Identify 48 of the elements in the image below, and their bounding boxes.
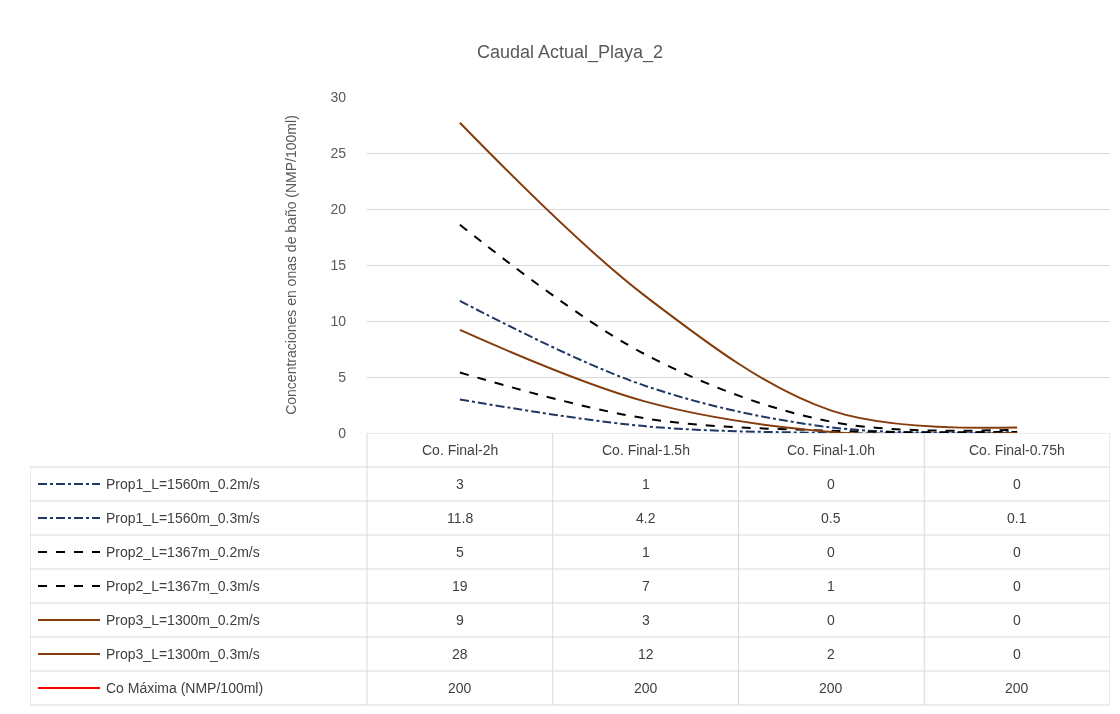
data-label: 0.5 <box>821 510 841 526</box>
text: 200 <box>634 680 658 696</box>
data-label: 12 <box>638 646 654 662</box>
data-label: 0 <box>1013 646 1021 662</box>
data-label: 5 <box>456 544 464 560</box>
legend-label: Co Máxima (NMP/100ml) <box>106 680 264 696</box>
y-tick-label: 5 <box>338 368 347 385</box>
data-label: 11.8 <box>447 510 474 526</box>
data-label: 9 <box>456 612 464 628</box>
data-label: 0 <box>1013 476 1021 492</box>
y-tick-label: 25 <box>330 144 347 161</box>
legend-label: Prop2_L=1367m_0.3m/s <box>106 578 260 594</box>
data-label: 0 <box>1013 578 1021 594</box>
y-tick-label: 30 <box>330 88 347 105</box>
text: 200 <box>448 680 472 696</box>
y-tick-label: 0 <box>338 424 347 441</box>
legend-label: Prop3_L=1300m_0.3m/s <box>106 646 260 662</box>
x-tick-label: Co. Final-2h <box>422 442 499 458</box>
legend-label: Prop3_L=1300m_0.2m/s <box>106 612 260 628</box>
data-label: 0 <box>827 476 835 492</box>
legend-label: Prop1_L=1560m_0.2m/s <box>106 476 260 492</box>
data-label: 3 <box>456 476 464 492</box>
x-tick-label: Co. Final-0.75h <box>969 442 1065 458</box>
y-axis-title: Concentraciones en onas de baño (NMP/100ml) <box>283 115 300 415</box>
data-label: 0 <box>827 612 835 628</box>
y-tick-label: 10 <box>330 312 347 329</box>
y-tick-label: 20 <box>330 200 347 217</box>
data-label: 0 <box>827 544 835 560</box>
text: 200 <box>819 680 843 696</box>
data-label: 1 <box>642 476 650 492</box>
data-label: 0 <box>1013 612 1021 628</box>
legend-label: Prop2_L=1367m_0.2m/s <box>106 544 260 560</box>
data-label: 0.1 <box>1007 510 1027 526</box>
data-label: 19 <box>452 578 468 594</box>
text: 200 <box>1005 680 1029 696</box>
y-tick-label: 15 <box>330 256 347 273</box>
data-label: 2 <box>827 646 835 662</box>
x-tick-label: Co. Final-1.0h <box>787 442 875 458</box>
data-label: 1 <box>642 544 650 560</box>
data-label: 1 <box>827 578 835 594</box>
data-label: 4.2 <box>636 510 656 526</box>
x-tick-label: Co. Final-1.5h <box>602 442 690 458</box>
data-label: 3 <box>642 612 650 628</box>
data-label: 28 <box>452 646 468 662</box>
legend-label: Prop1_L=1560m_0.3m/s <box>106 510 260 526</box>
data-label: 7 <box>642 578 650 594</box>
data-label: 0 <box>1013 544 1021 560</box>
chart-title: Caudal Actual_Playa_2 <box>476 42 664 64</box>
